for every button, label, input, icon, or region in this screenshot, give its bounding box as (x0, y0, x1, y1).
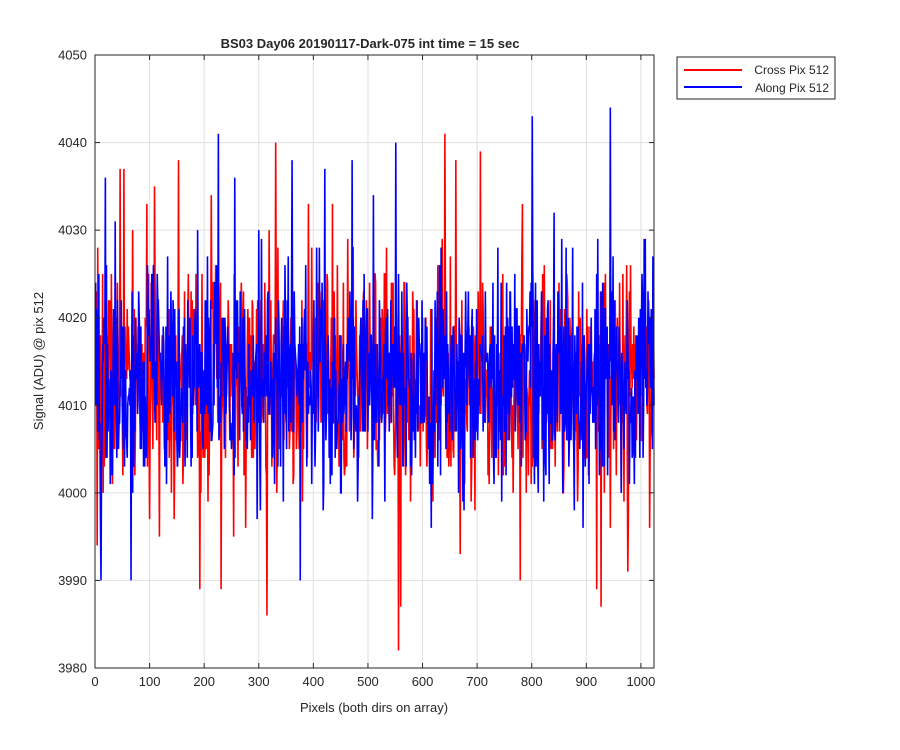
y-axis-label: Signal (ADU) @ pix 512 (31, 292, 46, 430)
x-tick-label: 100 (139, 674, 161, 689)
series-line-along-pix-512 (94, 107, 655, 581)
x-axis-label: Pixels (both dirs on array) (300, 700, 448, 715)
y-tick-label: 3990 (58, 573, 87, 588)
legend-label-along-pix: Along Pix 512 (755, 81, 829, 95)
legend-label-cross-pix: Cross Pix 512 (754, 63, 829, 77)
x-tick-label: 1000 (626, 674, 655, 689)
plot-area-frame (94, 54, 655, 669)
y-tick-label: 4000 (58, 485, 87, 500)
y-tick-label: 4010 (58, 398, 87, 413)
x-tick-label: 900 (575, 674, 597, 689)
x-tick-label: 200 (193, 674, 215, 689)
x-tick-label: 300 (248, 674, 270, 689)
axis-ticks: 0 100 200 300 400 500 600 700 800 900 1000 3980 3990… (58, 48, 655, 690)
y-tick-label: 4040 (58, 135, 87, 150)
plot-series (94, 107, 655, 651)
x-tick-label: 400 (303, 674, 325, 689)
y-tick-label: 4030 (58, 223, 87, 238)
chart-title: BS03 Day06 20190117-Dark-075 int time = … (221, 36, 520, 51)
y-tick-label: 3980 (58, 661, 87, 676)
x-tick-label: 800 (521, 674, 543, 689)
x-tick-label: 600 (412, 674, 434, 689)
x-tick-label: 500 (357, 674, 379, 689)
legend: Cross Pix 512 Along Pix 512 (676, 56, 836, 100)
y-tick-label: 4050 (58, 48, 87, 63)
y-tick-label: 4020 (58, 310, 87, 325)
x-tick-label: 0 (91, 674, 98, 689)
x-tick-label: 700 (466, 674, 488, 689)
